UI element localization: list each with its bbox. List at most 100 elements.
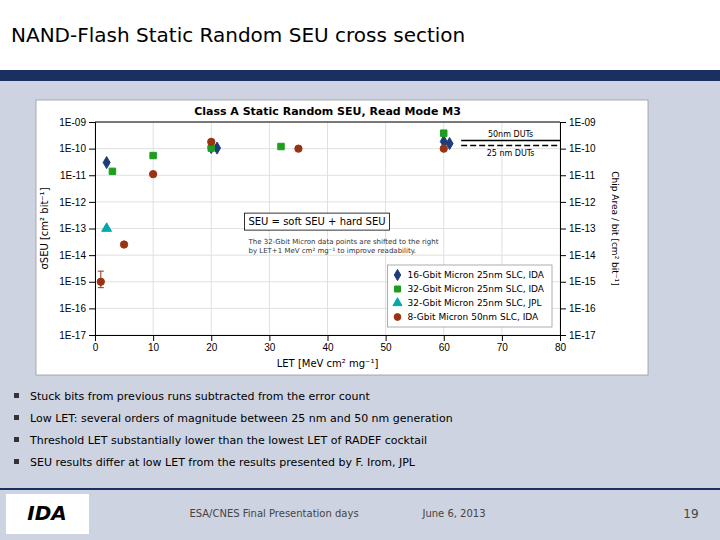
bullet-text: Low LET: several orders of magnitude bet… <box>30 412 453 425</box>
annotation-box-text: SEU = soft SEU + hard SEU <box>248 216 385 227</box>
tick-label: 30 <box>264 342 276 353</box>
series <box>109 130 447 175</box>
legend-label: 32-Gbit Micron 25nm SLC, JPL <box>408 298 542 308</box>
legend-box <box>388 265 553 327</box>
tick-label: 1E-12 <box>569 197 596 208</box>
reference-line <box>461 140 560 142</box>
tick-label: 1E-11 <box>569 170 595 181</box>
legend-symbol <box>394 269 400 280</box>
y-axis: 1E-171E-161E-151E-141E-131E-121E-111E-10… <box>59 117 95 341</box>
tick-mark <box>89 335 95 336</box>
slide-title: NAND-Flash Static Random SEU cross secti… <box>11 23 465 47</box>
x-axis: 01020304050607080 <box>93 335 567 353</box>
tick-mark <box>89 255 95 256</box>
error-bar-cap <box>98 271 104 272</box>
tick: 10 <box>148 335 160 353</box>
grid-line-y <box>95 175 560 176</box>
annotation-box <box>244 213 389 230</box>
logo-box <box>6 494 89 534</box>
tick-mark <box>89 308 95 309</box>
legend-label: 16-Gbit Micron 25nm SLC, IDA <box>408 270 545 280</box>
tick-mark <box>89 282 95 283</box>
slide-background <box>0 0 720 540</box>
series <box>102 223 112 232</box>
tick: 1E-11 <box>560 170 595 181</box>
grid-line-y <box>95 201 560 202</box>
tick-mark <box>89 149 95 150</box>
tick: 1E-09 <box>560 117 596 128</box>
slide: NAND-Flash Static Random SEU cross secti… <box>0 0 720 540</box>
plot-frame <box>95 122 560 123</box>
point <box>109 168 115 174</box>
legend-label: 8-Gbit Micron 50nm SLC, IDA <box>408 312 540 322</box>
tick: 1E-14 <box>59 250 95 261</box>
tick: 1E-12 <box>560 197 596 208</box>
tick-label: 1E-13 <box>59 223 86 234</box>
y2-axis-title: Chip Area / bit [cm² bit⁻¹] <box>610 171 620 285</box>
legend: 16-Gbit Micron 25nm SLC, IDA 32-Gbit Micr… <box>388 265 553 327</box>
bullet-points: Stuck bits from previous runs subtracted… <box>14 390 453 469</box>
error-bar <box>98 271 104 288</box>
tick-mark <box>89 122 95 123</box>
tick: 1E-17 <box>560 330 596 341</box>
legend-label: 32-Gbit Micron 25nm SLC, IDA <box>408 284 545 294</box>
reference-line-label: 50nm DUTs <box>488 130 533 139</box>
tick: 1E-16 <box>59 303 95 314</box>
bullet-text: SEU results differ at low LET from the r… <box>30 456 416 469</box>
tick-label: 0 <box>93 342 99 353</box>
tick-label: 1E-10 <box>569 143 596 154</box>
tick-label: 50 <box>381 342 393 353</box>
tick: 1E-10 <box>560 143 596 154</box>
tick-label: 1E-16 <box>59 303 86 314</box>
series <box>103 135 453 168</box>
tick-label: 1E-11 <box>60 170 86 181</box>
tick-label: 1E-17 <box>59 330 86 341</box>
chart-box <box>36 100 648 375</box>
plot-title: Class A Static Random SEU, Read Mode M3 <box>194 105 461 118</box>
tick-label: 1E-09 <box>569 117 596 128</box>
point <box>120 241 127 248</box>
axis-line <box>561 123 567 336</box>
tick-label: 60 <box>439 342 451 353</box>
footer-left: ESA/CNES Final Presentation days <box>189 508 358 519</box>
point <box>208 138 215 145</box>
bullet-marker <box>14 437 19 442</box>
tick-mark <box>211 335 212 341</box>
annotation-note: The 32-Gbit Micron data points are shift… <box>247 238 438 255</box>
tick: 0 <box>93 335 99 353</box>
tick: 30 <box>264 335 276 353</box>
tick: 1E-11 <box>60 170 95 181</box>
bullet-text: Stuck bits from previous runs subtracted… <box>30 390 370 403</box>
tick-mark <box>444 335 445 341</box>
plot-area <box>97 130 560 288</box>
title-band <box>0 0 720 70</box>
tick-mark <box>328 335 329 341</box>
tick-mark <box>560 175 566 176</box>
bullet-marker <box>14 415 19 420</box>
axis-line <box>89 123 96 336</box>
tick-mark <box>560 308 566 309</box>
tick-label: 10 <box>148 342 160 353</box>
point <box>278 143 284 149</box>
tick-label: 40 <box>322 342 334 353</box>
tick-mark <box>560 122 566 123</box>
footer: IDAESA/CNES Final Presentation daysJune … <box>0 489 720 534</box>
footer-right: 19 <box>683 507 698 521</box>
bullet-text: Threshold LET substantially lower than t… <box>29 434 427 447</box>
tick-label: 1E-10 <box>59 143 86 154</box>
reference-line-label: 25 nm DUTs <box>487 149 535 158</box>
bullet-marker <box>14 393 19 398</box>
grid <box>95 122 560 335</box>
tick-label: 20 <box>206 342 218 353</box>
tick: 1E-09 <box>59 117 95 128</box>
footer-center: June 6, 2013 <box>421 508 485 519</box>
footer-line <box>0 488 720 490</box>
tick: 1E-10 <box>59 143 95 154</box>
tick-mark <box>89 229 95 230</box>
tick-label: 1E-09 <box>59 117 86 128</box>
point <box>149 170 156 177</box>
tick-mark <box>89 202 95 203</box>
tick: 70 <box>497 335 509 353</box>
tick: 1E-14 <box>560 250 596 261</box>
tick-mark <box>502 335 503 341</box>
